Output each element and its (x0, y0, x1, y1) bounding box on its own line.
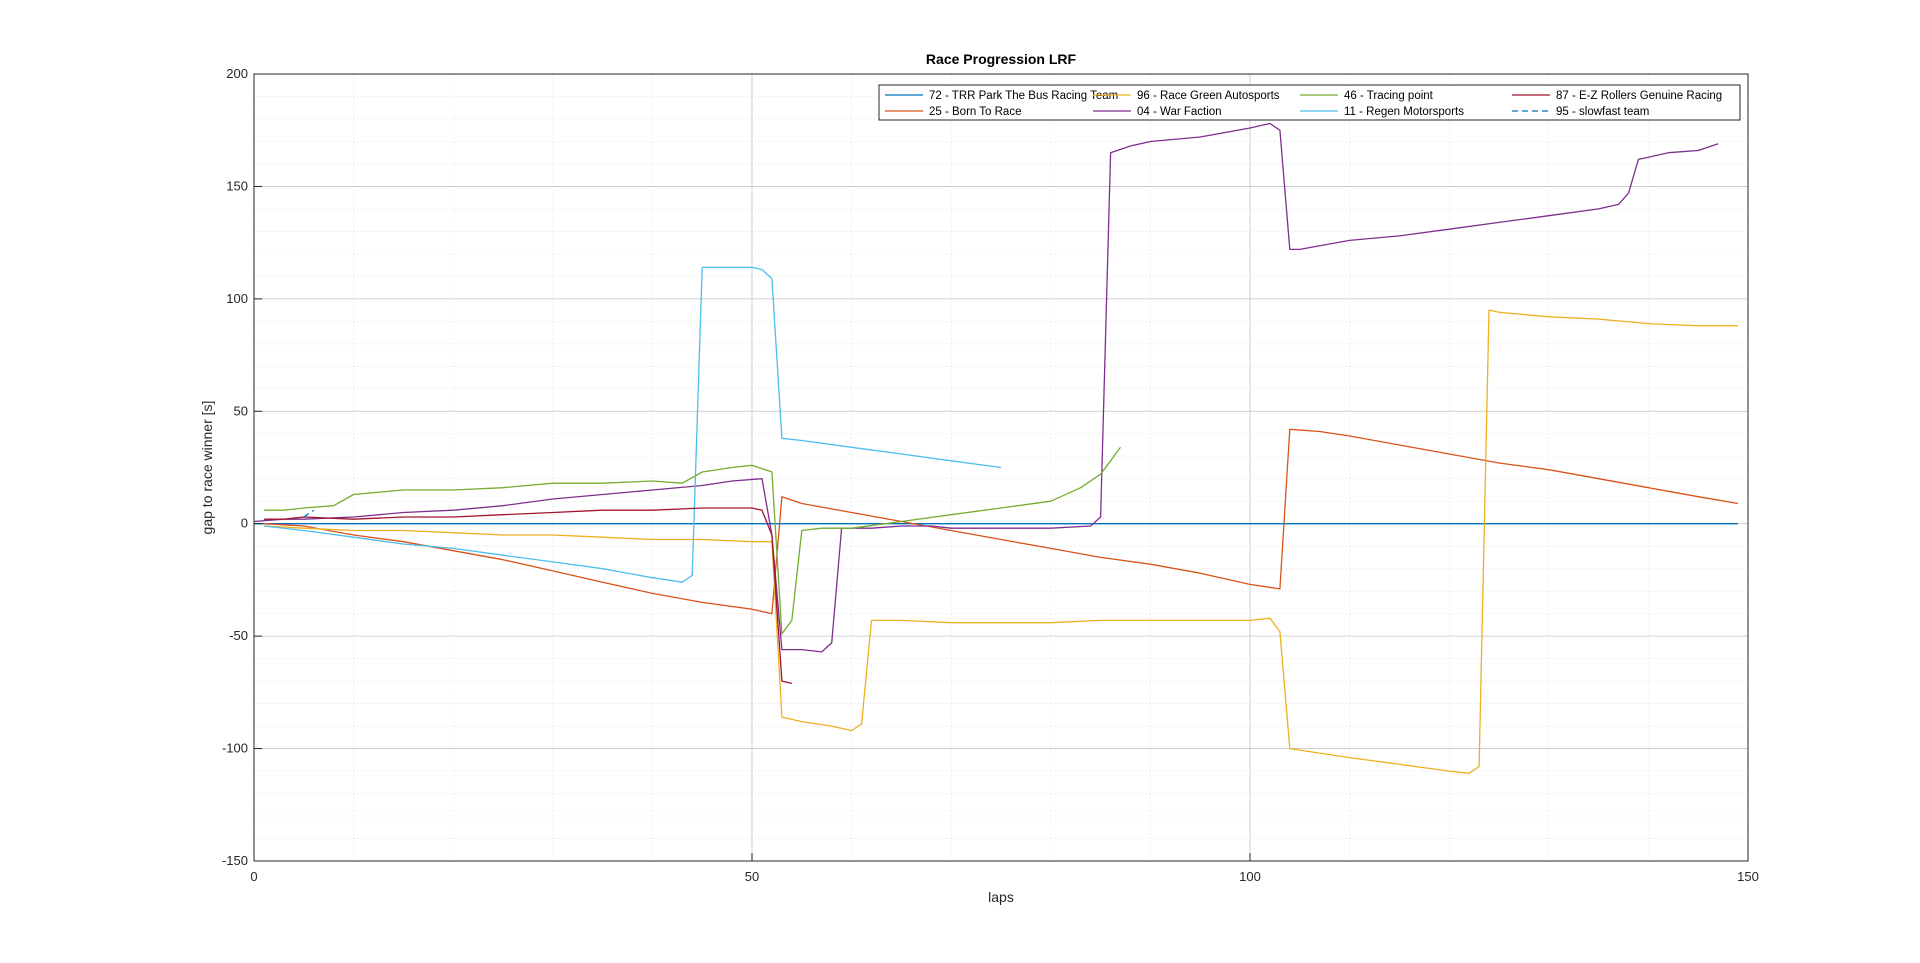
series-line-6 (264, 507, 792, 685)
legend-entry-0: 72 - TRR Park The Bus Racing Team (929, 90, 1118, 102)
legend-entry-3: 04 - War Faction (1137, 106, 1222, 118)
series-line-5 (263, 266, 1002, 583)
y-axis-label: gap to race winner [s] (199, 401, 215, 535)
legend-entry-7: 95 - slowfast team (1556, 106, 1649, 118)
x-axis-label: laps (988, 889, 1014, 905)
y-tick-label: 100 (226, 291, 248, 306)
series-line-4 (264, 446, 1122, 635)
x-tick-label: 50 (745, 869, 759, 884)
x-tick-label: 150 (1737, 869, 1759, 884)
series-lines (253, 122, 1739, 774)
y-tick-label: 0 (241, 516, 248, 531)
y-tick-label: 150 (226, 178, 248, 193)
legend-box (878, 84, 1741, 121)
series-line-2 (263, 309, 1738, 774)
ticks: 0 50 100 150 -150 -100 -50 0 50 100 150 200 (222, 66, 1759, 884)
legend-entry-6: 87 - E-Z Rollers Genuine Racing (1556, 90, 1722, 102)
series-line-7 (303, 509, 315, 518)
y-tick-label: 200 (226, 66, 248, 81)
y-tick-label: -50 (229, 628, 248, 643)
y-tick-label: -150 (222, 853, 248, 868)
chart-title: Race Progression LRF (926, 51, 1077, 67)
legend: 72 - TRR Park The Bus Racing Team 96 - Ra… (878, 84, 1741, 121)
x-tick-label: 0 (250, 869, 257, 884)
series-line-3 (253, 122, 1719, 653)
legend-entry-1: 25 - Born To Race (929, 106, 1021, 118)
y-tick-label: 50 (234, 403, 248, 418)
x-tick-label: 100 (1239, 869, 1261, 884)
legend-entry-4: 46 - Tracing point (1344, 90, 1434, 102)
legend-entry-2: 96 - Race Green Autosports (1137, 90, 1280, 102)
y-tick-label: -100 (222, 741, 248, 756)
legend-entry-5: 11 - Regen Motorsports (1344, 106, 1464, 118)
axes-box (253, 73, 1749, 862)
series-line-1 (263, 428, 1739, 615)
